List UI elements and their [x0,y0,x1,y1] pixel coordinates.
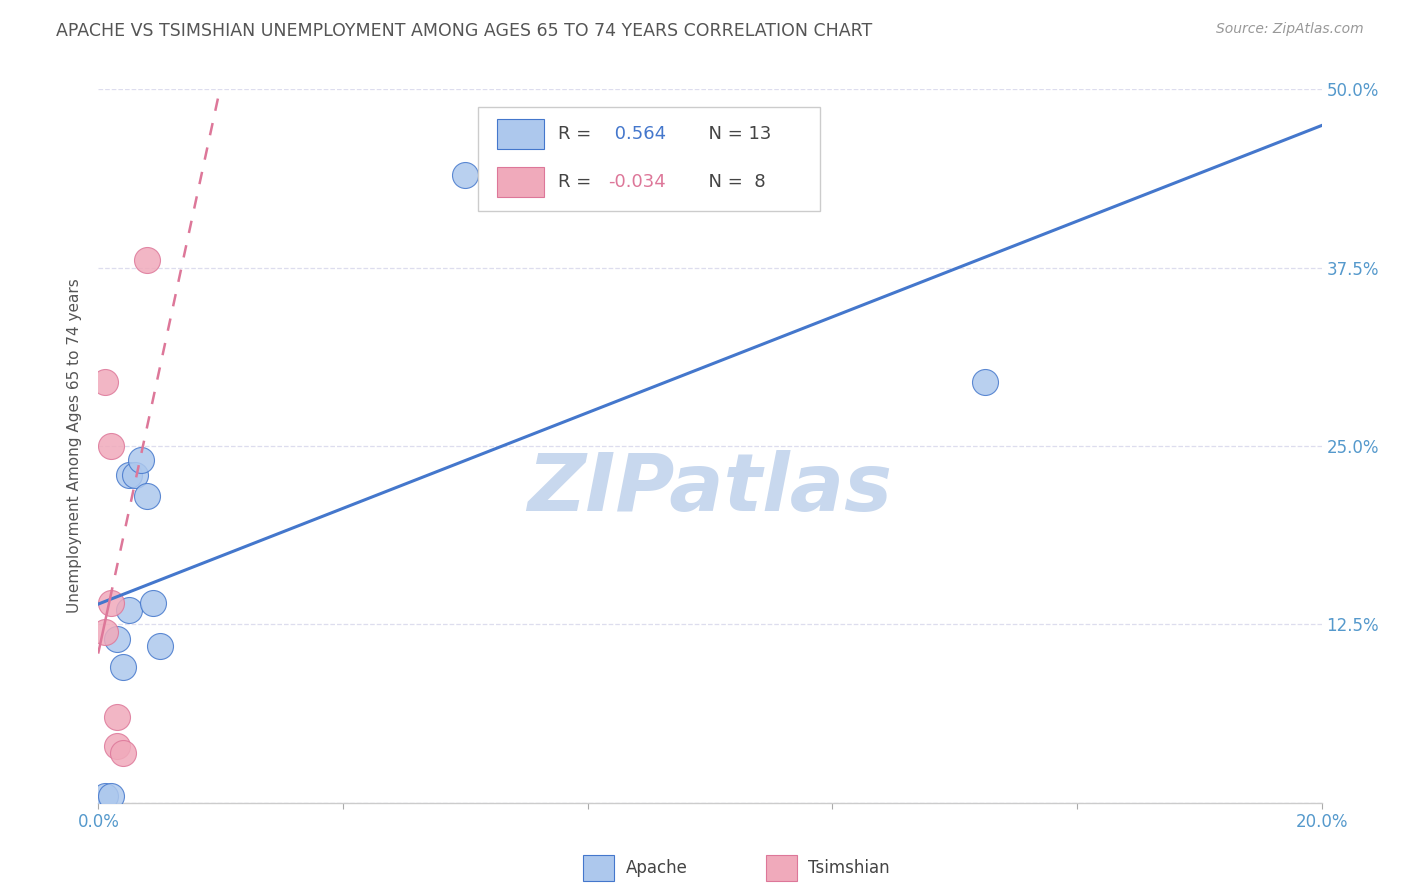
Point [100,439,122,453]
FancyBboxPatch shape [498,167,544,197]
Point [105,739,128,753]
Point [100,596,122,610]
Text: ZIPatlas: ZIPatlas [527,450,893,528]
Point [105,632,128,646]
Text: R =: R = [558,125,598,143]
Point [149,639,172,653]
Point [111,746,134,760]
Point [93,375,115,389]
Text: Tsimshian: Tsimshian [808,859,890,877]
Point [454,168,477,182]
Point [118,603,141,617]
Text: Apache: Apache [626,859,688,877]
Text: -0.034: -0.034 [609,173,666,191]
FancyBboxPatch shape [498,120,544,149]
Point [974,375,997,389]
Point [129,453,152,467]
Point [136,489,159,503]
Text: N = 13: N = 13 [696,125,770,143]
Point [93,789,115,803]
Point [124,467,146,482]
Text: R =: R = [558,173,598,191]
Text: N =  8: N = 8 [696,173,765,191]
Text: Source: ZipAtlas.com: Source: ZipAtlas.com [1216,22,1364,37]
Point [105,710,128,724]
Text: APACHE VS TSIMSHIAN UNEMPLOYMENT AMONG AGES 65 TO 74 YEARS CORRELATION CHART: APACHE VS TSIMSHIAN UNEMPLOYMENT AMONG A… [56,22,873,40]
Point [118,467,141,482]
Y-axis label: Unemployment Among Ages 65 to 74 years: Unemployment Among Ages 65 to 74 years [67,278,83,614]
Point [100,789,122,803]
Point [142,596,165,610]
Text: 0.564: 0.564 [609,125,665,143]
Point [93,624,115,639]
Point [136,253,159,268]
FancyBboxPatch shape [478,107,820,211]
Point [111,660,134,674]
